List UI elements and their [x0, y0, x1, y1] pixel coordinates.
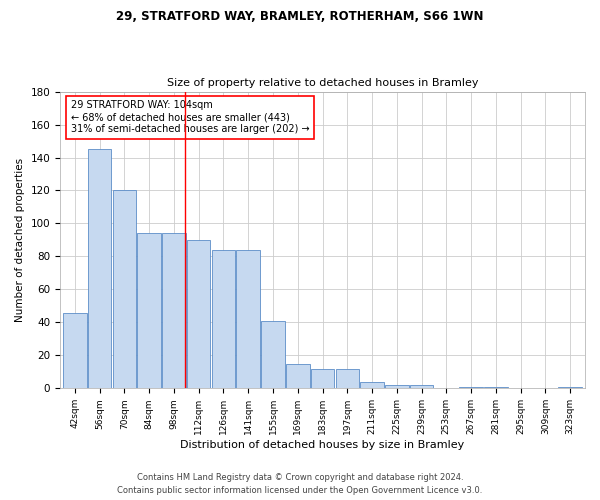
Text: Contains HM Land Registry data © Crown copyright and database right 2024.
Contai: Contains HM Land Registry data © Crown c… — [118, 474, 482, 495]
Bar — [162, 234, 185, 388]
Bar — [484, 386, 508, 388]
Bar — [137, 234, 161, 388]
Bar — [460, 386, 483, 388]
Bar — [335, 368, 359, 388]
Text: 29 STRATFORD WAY: 104sqm
← 68% of detached houses are smaller (443)
31% of semi-: 29 STRATFORD WAY: 104sqm ← 68% of detach… — [71, 100, 309, 134]
Bar — [63, 312, 86, 388]
Bar — [360, 382, 384, 388]
Bar — [187, 240, 211, 388]
Bar — [286, 364, 310, 388]
Y-axis label: Number of detached properties: Number of detached properties — [15, 158, 25, 322]
Bar — [559, 386, 582, 388]
Title: Size of property relative to detached houses in Bramley: Size of property relative to detached ho… — [167, 78, 478, 88]
Bar — [113, 190, 136, 388]
Bar — [261, 320, 285, 388]
Bar — [88, 150, 112, 388]
X-axis label: Distribution of detached houses by size in Bramley: Distribution of detached houses by size … — [181, 440, 464, 450]
Bar — [410, 385, 433, 388]
Bar — [311, 368, 334, 388]
Bar — [212, 250, 235, 388]
Bar — [385, 385, 409, 388]
Bar — [236, 250, 260, 388]
Text: 29, STRATFORD WAY, BRAMLEY, ROTHERHAM, S66 1WN: 29, STRATFORD WAY, BRAMLEY, ROTHERHAM, S… — [116, 10, 484, 23]
